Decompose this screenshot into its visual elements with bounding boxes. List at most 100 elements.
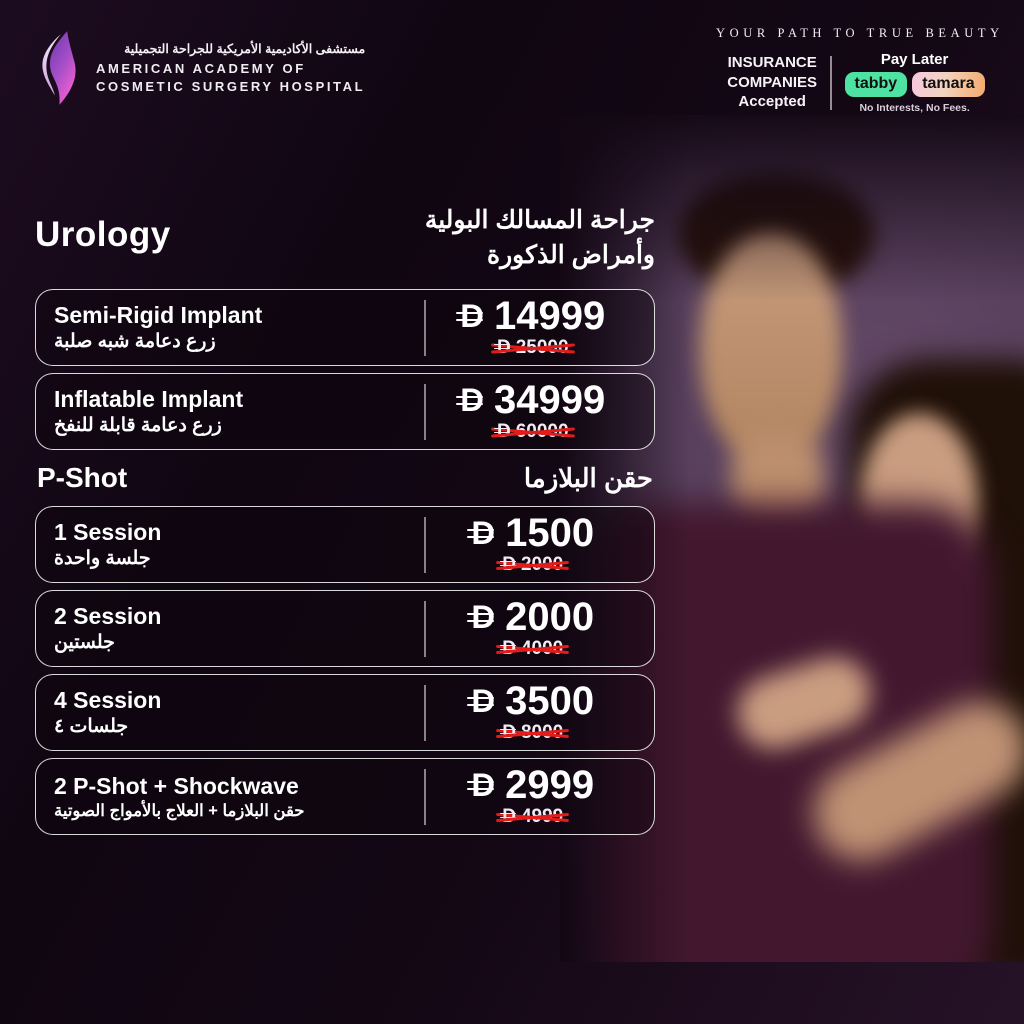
- price-amount: 2000: [505, 595, 595, 639]
- row-divider: [424, 299, 426, 356]
- old-price: D 2000: [499, 554, 565, 576]
- price-block: D 14999 D 25000: [426, 296, 641, 359]
- hospital-name-arabic: مستشفى الأكاديمية الأمريكية للجراحة التج…: [124, 41, 366, 56]
- price-block: D 2999 D 4999: [426, 765, 641, 828]
- service-name-ar: زرع دعامة شبه صلبة: [54, 331, 216, 352]
- section-title-ar: جراحة المسالك البولية وأمراض الذكورة: [425, 203, 655, 273]
- subsection-title-ar: حقن البلازما: [523, 462, 653, 493]
- service-name-en: 1 Session: [54, 519, 162, 545]
- section-title-ar-line1: جراحة المسالك البولية: [424, 206, 655, 234]
- price-row-4-session: 4 Session جلسات ٤ D 3500 D 8000: [35, 674, 655, 751]
- dirham-symbol: D: [456, 380, 484, 418]
- dirham-symbol: D: [467, 765, 496, 803]
- row-divider: [424, 516, 426, 573]
- service-name-en: 4 Session: [54, 687, 162, 713]
- service-name-ar: جلسة واحدة: [54, 548, 151, 569]
- row-divider: [424, 684, 426, 741]
- service-name-ar: حقن البلازما + العلاج بالأمواج الصوتية: [54, 801, 305, 820]
- header-right: YOUR PATH TO TRUE BEAUTY INSURANCE COMPA…: [716, 26, 1004, 114]
- price-block: D 34999 D 60000: [426, 380, 641, 443]
- service-names: Semi-Rigid Implant زرع دعامة شبه صلبة: [54, 302, 424, 353]
- dirham-symbol: D: [499, 554, 516, 575]
- insurance-line2: COMPANIES: [727, 73, 818, 91]
- price-amount: 34999: [493, 378, 606, 422]
- price-amount: 1500: [505, 511, 595, 555]
- service-names: 2 P-Shot + Shockwave حقن البلازما + العل…: [54, 773, 424, 821]
- service-name-ar: جلسات ٤: [54, 716, 129, 737]
- price-row-inflatable-implant: Inflatable Implant زرع دعامة قابلة للنفخ…: [35, 373, 655, 450]
- row-divider: [424, 383, 426, 440]
- subsection-title-en: P-Shot: [37, 462, 128, 493]
- vertical-divider: [830, 55, 832, 110]
- price-row-1-session: 1 Session جلسة واحدة D 1500 D 2000: [35, 506, 655, 583]
- section-title-en: Urology: [35, 215, 171, 254]
- price-row-2-session: 2 Session جلستين D 2000 D 4000: [35, 590, 655, 667]
- current-price: D 2000: [467, 595, 595, 639]
- old-price-amount: 25000: [515, 337, 569, 358]
- row-divider: [424, 768, 426, 825]
- dirham-symbol: D: [456, 296, 484, 334]
- service-name-ar: جلستين: [54, 632, 115, 653]
- dirham-symbol: D: [467, 597, 496, 635]
- old-price: D 8000: [499, 722, 565, 744]
- dirham-symbol: D: [499, 722, 516, 743]
- current-price: D 1500: [467, 511, 595, 555]
- section-title-ar-line2: وأمراض الذكورة: [487, 241, 655, 269]
- insurance-line3: Accepted: [738, 93, 806, 111]
- pay-later-label: Pay Later: [880, 51, 949, 68]
- dirham-symbol: D: [494, 337, 511, 358]
- old-price-amount: 60000: [515, 421, 569, 442]
- price-block: D 3500 D 8000: [426, 681, 641, 744]
- no-fees-note: No Interests, No Fees.: [859, 102, 970, 115]
- tagline: YOUR PATH TO TRUE BEAUTY: [716, 26, 1004, 40]
- section-header-pshot: P-Shot حقن البلازما: [37, 462, 653, 494]
- row-divider: [424, 600, 426, 657]
- old-price: D 60000: [494, 421, 571, 443]
- price-row-2-pshot-shockwave: 2 P-Shot + Shockwave حقن البلازما + العل…: [35, 758, 655, 835]
- tamara-logo: tamara: [912, 72, 985, 98]
- flame-logo-icon: [42, 31, 76, 105]
- price-block: D 2000 D 4000: [426, 597, 641, 660]
- dirham-symbol: D: [499, 638, 516, 659]
- price-amount: 14999: [493, 294, 606, 338]
- section-header-urology: Urology جراحة المسالك البولية وأمراض الذ…: [35, 203, 655, 273]
- old-price-amount: 2000: [520, 554, 564, 575]
- service-names: 1 Session جلسة واحدة: [54, 519, 424, 570]
- service-name-en: 2 P-Shot + Shockwave: [54, 772, 299, 799]
- insurance-line1: INSURANCE: [727, 54, 817, 72]
- price-amount: 2999: [505, 763, 595, 807]
- current-price: D 34999: [456, 378, 606, 422]
- dirham-symbol: D: [494, 421, 511, 442]
- old-price: D 4000: [499, 638, 565, 660]
- service-names: 2 Session جلستين: [54, 603, 424, 654]
- price-amount: 3500: [505, 679, 595, 723]
- tabby-logo: tabby: [844, 72, 908, 98]
- current-price: D 2999: [467, 763, 595, 807]
- old-price-amount: 4999: [520, 806, 564, 827]
- hospital-logo: مستشفى الأكاديمية الأمريكية للجراحة التج…: [38, 28, 365, 108]
- pay-later-block: Pay Later tabby tamara No Interests, No …: [844, 51, 985, 115]
- current-price: D 14999: [456, 294, 606, 338]
- current-price: D 3500: [467, 679, 595, 723]
- insurance-accepted-note: INSURANCE COMPANIES Accepted: [727, 53, 817, 112]
- dirham-symbol: D: [467, 513, 496, 551]
- old-price-amount: 8000: [520, 722, 564, 743]
- old-price-amount: 4000: [520, 638, 564, 659]
- old-price: D 25000: [494, 337, 571, 359]
- service-name-en: 2 Session: [54, 603, 162, 629]
- hospital-name: مستشفى الأكاديمية الأمريكية للجراحة التج…: [96, 41, 365, 95]
- hospital-name-line2: COSMETIC SURGERY HOSPITAL: [96, 78, 366, 94]
- old-price: D 4999: [499, 806, 565, 828]
- service-names: Inflatable Implant زرع دعامة قابلة للنفخ: [54, 386, 424, 437]
- price-row-semi-rigid-implant: Semi-Rigid Implant زرع دعامة شبه صلبة D …: [35, 289, 655, 366]
- service-name-ar: زرع دعامة قابلة للنفخ: [54, 415, 222, 436]
- payment-info-row: INSURANCE COMPANIES Accepted Pay Later t…: [716, 51, 996, 114]
- price-block: D 1500 D 2000: [426, 513, 641, 576]
- dirham-symbol: D: [499, 806, 516, 827]
- service-names: 4 Session جلسات ٤: [54, 687, 424, 738]
- price-list: Urology جراحة المسالك البولية وأمراض الذ…: [35, 203, 655, 842]
- dirham-symbol: D: [467, 681, 496, 719]
- service-name-en: Inflatable Implant: [54, 386, 244, 412]
- service-name-en: Semi-Rigid Implant: [54, 302, 263, 328]
- bnpl-logos: tabby tamara: [844, 72, 985, 98]
